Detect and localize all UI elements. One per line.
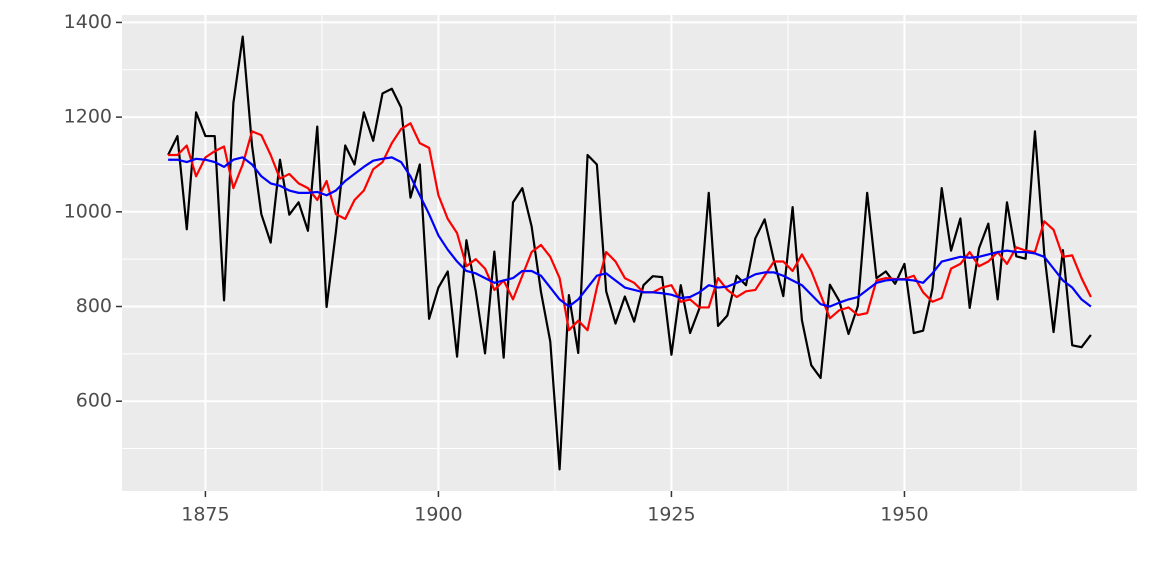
y-tick-label: 600 xyxy=(76,390,112,412)
x-tick-label: 1900 xyxy=(414,504,462,526)
line xyxy=(168,156,1092,308)
line xyxy=(167,35,1092,471)
y-tick-label: 1000 xyxy=(64,200,112,222)
x-tick-label: 1950 xyxy=(880,504,928,526)
x-tick-label: 1925 xyxy=(647,504,695,526)
line xyxy=(168,122,1092,332)
y-tick-label: 1200 xyxy=(64,106,112,128)
y-tick-label: 800 xyxy=(76,295,112,317)
y-tick-label: 1400 xyxy=(64,11,112,33)
x-tick-label: 1875 xyxy=(181,504,229,526)
panel xyxy=(122,15,1137,491)
